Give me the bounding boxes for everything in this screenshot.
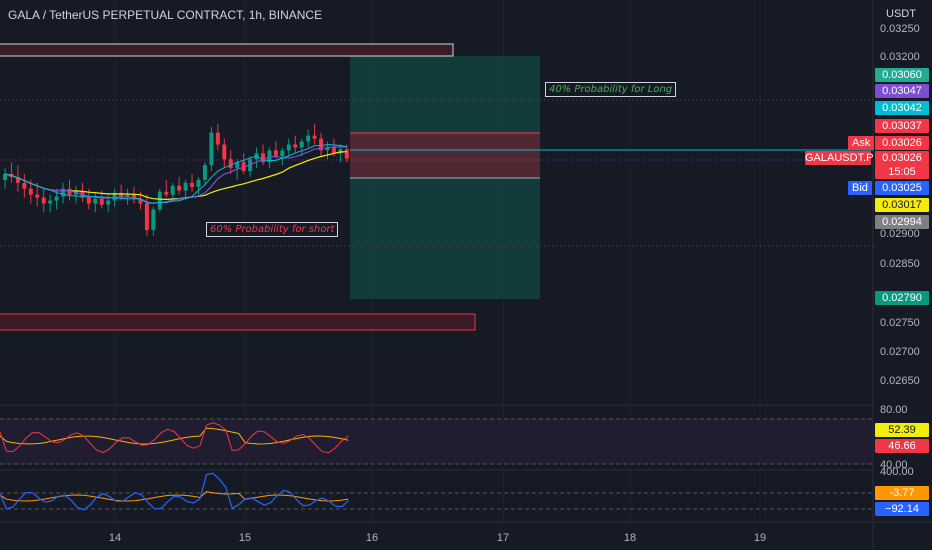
support-zone: [0, 313, 476, 331]
price-tick-label: 0.02650: [880, 375, 920, 387]
candle-body: [312, 135, 317, 139]
candle-body: [338, 149, 343, 154]
candle-body: [190, 182, 195, 187]
indicator1-band: [0, 419, 873, 464]
candle-body: [299, 141, 304, 148]
ma-cyan-line: [4, 143, 348, 204]
price-tick-label: 0.03250: [880, 23, 920, 35]
indicator1-level-label: 40.00: [880, 459, 908, 471]
indicator1-tag-red: 46.66: [875, 439, 929, 453]
candle-body: [215, 132, 220, 145]
price-tag-ma-purple: 0.03047: [875, 84, 929, 98]
time-tick-label: 19: [754, 532, 766, 544]
candle-body: [41, 197, 46, 204]
price-tag-bid: 0.03025: [875, 181, 929, 195]
price-tag-target: 0.03060: [875, 68, 929, 82]
time-tick-label: 15: [239, 532, 251, 544]
time-tick-label: 16: [366, 532, 378, 544]
price-tick-label: 0.03200: [880, 51, 920, 63]
ma-purple-line: [4, 146, 347, 204]
candle-body: [54, 196, 59, 201]
candle-body: [267, 150, 272, 163]
candle-body: [99, 198, 104, 205]
candle-body: [93, 198, 98, 204]
time-tick-label: 17: [497, 532, 509, 544]
time-tick-label: 14: [109, 532, 121, 544]
candle-body: [138, 198, 143, 204]
chart-title: GALA / TetherUS PERPETUAL CONTRACT, 1h, …: [8, 8, 323, 22]
price-tick-label: 0.02850: [880, 258, 920, 270]
price-tick-label: 0.02750: [880, 317, 920, 329]
candle-body: [273, 150, 278, 157]
candle-body: [67, 188, 72, 195]
ask-label: Ask: [848, 136, 875, 150]
candle-body: [319, 138, 324, 151]
currency-label: USDT: [886, 8, 916, 20]
candle-body: [3, 174, 7, 180]
price-tag-low: 0.02994: [875, 215, 929, 229]
candle-body: [235, 162, 240, 169]
short-probability-label: 60% Probability for short: [206, 222, 339, 237]
candle-body: [228, 159, 233, 169]
indicator2-main-line: [0, 472, 349, 511]
long-probability-label: 40% Probability for Long: [545, 82, 677, 97]
candle-body: [325, 147, 330, 151]
candle-body: [222, 144, 227, 160]
indicator2-tag-orange: -3.77: [875, 486, 929, 500]
candle-body: [61, 188, 66, 197]
price-tag-high: 0.03037: [875, 119, 929, 133]
candle-body: [306, 135, 311, 142]
price-tag-last: 0.03026: [875, 151, 929, 165]
candle-body: [286, 144, 291, 151]
candle-body: [331, 147, 336, 154]
price-tag-ma-yellow: 0.03017: [875, 198, 929, 212]
candle-body: [132, 194, 136, 199]
price-tick-label: 0.02700: [880, 346, 920, 358]
indicator1-level-label: 80.00: [880, 404, 908, 416]
price-tag-ma-cyan: 0.03042: [875, 101, 929, 115]
candle-body: [344, 149, 349, 159]
candle-body: [15, 176, 20, 183]
candle-body: [183, 182, 188, 191]
bid-label: Bid: [848, 181, 872, 195]
candle-body: [73, 191, 78, 195]
candle-body: [119, 192, 124, 198]
candle-body: [28, 188, 33, 195]
candle-body: [86, 197, 91, 204]
candle-body: [151, 209, 156, 231]
price-tag-ask: 0.03026: [875, 136, 929, 150]
candle-body: [202, 165, 207, 180]
candle-body: [144, 203, 149, 231]
position-risk-zone: [350, 133, 540, 178]
candle-body: [170, 185, 175, 195]
candle-body: [293, 144, 298, 148]
time-tick-label: 18: [624, 532, 636, 544]
price-tick-label: 0.02900: [880, 228, 920, 240]
candle-body: [177, 185, 182, 191]
candle-body: [241, 162, 246, 172]
indicator2-tag-blue: −92.14: [875, 502, 929, 516]
candle-body: [22, 182, 27, 189]
price-tag-stop: 0.02790: [875, 291, 929, 305]
candle-body: [35, 194, 40, 198]
candle-body: [261, 153, 265, 163]
candle-body: [209, 132, 214, 166]
candle-body: [106, 200, 111, 205]
indicator1-main-line: [0, 422, 349, 454]
candle-body: [164, 191, 169, 195]
candle-body: [48, 200, 53, 204]
candle-body: [157, 191, 162, 210]
resistance-zone: [0, 43, 454, 57]
candle-body: [196, 179, 201, 187]
indicator1-tag-yellow: 52.39: [875, 423, 929, 437]
candle-body: [125, 194, 130, 198]
symbol-tag: GALAUSDT.P: [805, 151, 874, 165]
candle-body: [280, 150, 285, 157]
indicator2-level-label: 400.00: [880, 466, 914, 478]
countdown-tag: 15:05: [875, 165, 929, 179]
